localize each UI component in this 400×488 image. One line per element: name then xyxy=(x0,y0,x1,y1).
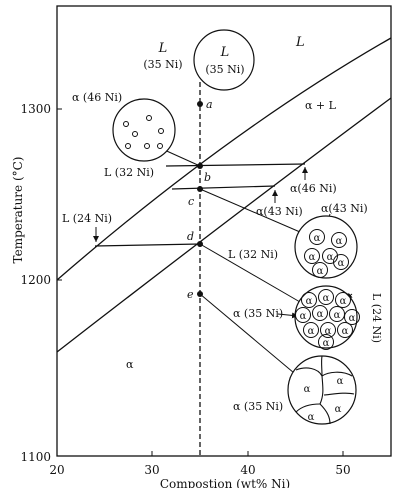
point-a xyxy=(197,101,203,107)
y-tick-1300: 1300 xyxy=(20,102,51,116)
y-tick-1200: 1200 xyxy=(20,273,51,287)
grain-symbols: α α α α α α α α α α α α α α α α α α α α … xyxy=(300,233,356,423)
left-liquid-composition: (35 Ni) xyxy=(143,58,182,71)
svg-text:α: α xyxy=(323,338,330,349)
L-24-vertical-label: L (24 Ni) xyxy=(370,293,383,343)
point-b xyxy=(197,163,203,169)
plot-frame xyxy=(56,5,392,457)
tie-lines xyxy=(94,163,306,247)
svg-text:α: α xyxy=(335,404,342,415)
x-tick-30: 30 xyxy=(144,463,159,477)
circle-a-composition: (35 Ni) xyxy=(205,63,244,76)
svg-text:α: α xyxy=(340,296,347,307)
svg-text:α: α xyxy=(306,296,313,307)
point-c xyxy=(197,186,203,192)
svg-text:α: α xyxy=(309,252,316,263)
point-label-c: c xyxy=(188,195,194,208)
micro-circle-c xyxy=(294,215,358,279)
left-liquid-label: L xyxy=(158,41,168,56)
cooling-points xyxy=(197,101,203,297)
point-label-e: e xyxy=(187,288,194,301)
alpha-35-bottom-label: α (35 Ni) xyxy=(233,400,283,413)
svg-text:α: α xyxy=(338,258,345,269)
svg-text:α: α xyxy=(349,313,356,324)
micro-circle-e xyxy=(287,355,357,425)
L-32-mid-label: L (32 Ni) xyxy=(228,248,278,261)
phase-region-two-phase: α + L xyxy=(305,99,337,112)
y-tick-1100: 1100 xyxy=(20,450,51,464)
x-axis-title: Compostion (wt% Ni) xyxy=(160,477,290,488)
svg-text:α: α xyxy=(336,236,343,247)
phase-region-solid: α xyxy=(126,358,134,371)
x-tick-20: 20 xyxy=(49,463,64,477)
svg-text:α: α xyxy=(300,311,307,322)
point-label-a: a xyxy=(206,98,213,111)
point-label-d: d xyxy=(187,230,194,243)
alpha-43-right-label: α(43 Ni) xyxy=(256,205,303,218)
svg-text:α: α xyxy=(327,252,334,263)
circle-a-liquid-label: L xyxy=(220,45,230,60)
micro-circle-d xyxy=(294,285,360,350)
svg-text:α: α xyxy=(304,384,311,395)
solidus-curve xyxy=(56,97,392,353)
micro-circle-a xyxy=(193,29,255,91)
alpha-46-right-label: α(46 Ni) xyxy=(290,182,337,195)
alpha-46-left-label: α (46 Ni) xyxy=(72,91,122,104)
point-d xyxy=(197,241,203,247)
leader-lines xyxy=(159,147,301,379)
point-label-b: b xyxy=(204,171,211,184)
y-axis-title: Temperature (°C) xyxy=(11,157,25,264)
svg-text:α: α xyxy=(308,326,315,337)
svg-text:α: α xyxy=(317,266,324,277)
L-24-left-label: L (24 Ni) xyxy=(62,212,112,225)
x-tick-50: 50 xyxy=(335,463,350,477)
svg-text:α: α xyxy=(334,310,341,321)
svg-text:α: α xyxy=(342,326,349,337)
x-tick-40: 40 xyxy=(240,463,255,477)
svg-text:α: α xyxy=(323,293,330,304)
svg-text:α: α xyxy=(337,376,344,387)
svg-text:α: α xyxy=(317,309,324,320)
point-e xyxy=(197,291,203,297)
L-32-top-label: L (32 Ni) xyxy=(104,166,154,179)
svg-text:α: α xyxy=(325,326,332,337)
alpha-43-top-label: α(43 Ni) xyxy=(321,202,368,215)
svg-text:α: α xyxy=(308,412,315,423)
liquidus-curve xyxy=(56,37,392,281)
alpha-35-mid-label: α (35 Ni) xyxy=(233,307,283,320)
svg-text:α: α xyxy=(314,233,321,244)
micro-circle-b xyxy=(112,98,176,162)
phase-region-liquid: L xyxy=(295,35,305,50)
